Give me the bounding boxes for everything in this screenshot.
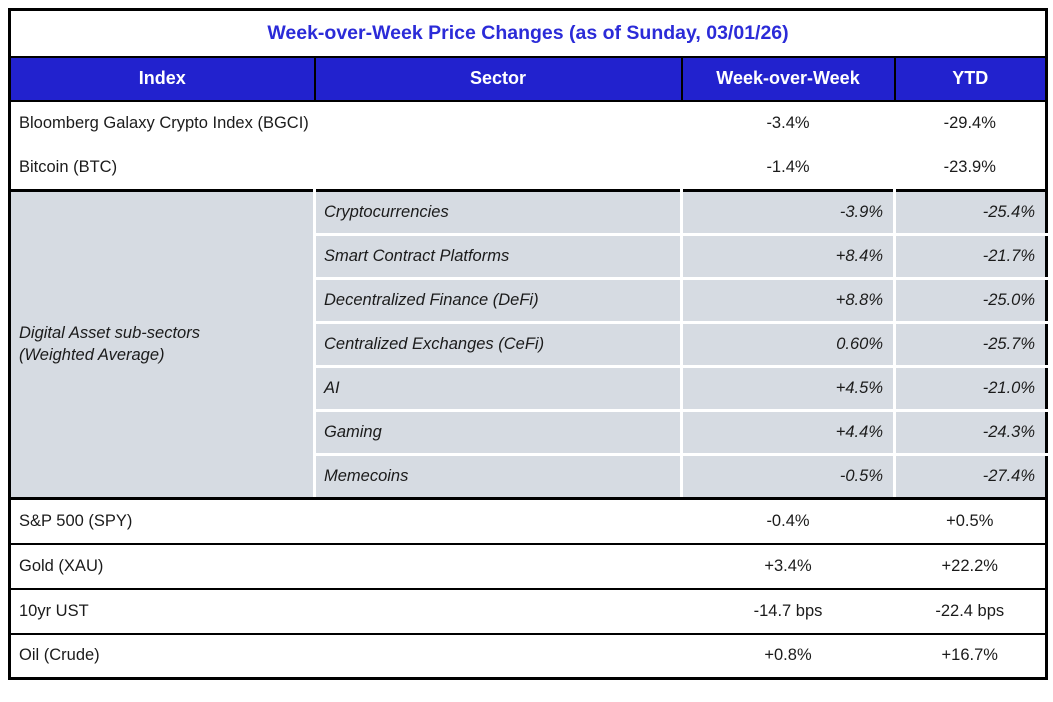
wow-value: -3.9% [680,189,896,236]
title-row: Week-over-Week Price Changes (as of Sund… [9,9,1047,58]
sector-label: Memecoins [313,453,683,500]
table-row-spy: S&P 500 (SPY) -0.4% +0.5% [9,498,1047,544]
wow-value: +8.8% [680,277,896,324]
table-row-btc: Bitcoin (BTC) -1.4% -23.9% [9,145,1047,191]
index-label: Gold (XAU) [9,542,682,589]
col-header-sector: Sector [313,55,683,102]
sector-label: Gaming [313,409,683,456]
ytd-value: -25.7% [893,321,1048,368]
macro-section: S&P 500 (SPY) -0.4% +0.5% Gold (XAU) +3.… [9,498,1047,679]
ytd-value: -29.4% [894,100,1047,146]
table-row-defi: Decentralized Finance (DeFi) +8.8% -25.0… [10,277,1048,324]
wow-value: -0.4% [681,498,895,544]
index-label: Bloomberg Galaxy Crypto Index (BGCI) [9,100,682,146]
header-row: Index Sector Week-over-Week YTD [8,55,1048,102]
col-header-ytd: YTD [893,55,1048,102]
table-row-gold: Gold (XAU) +3.4% +22.2% [9,542,1047,589]
ytd-value: -21.0% [893,365,1048,412]
wow-value: 0.60% [680,321,896,368]
table-row-bgci: Bloomberg Galaxy Crypto Index (BGCI) -3.… [9,100,1047,146]
price-changes-table: Week-over-Week Price Changes (as of Sund… [8,8,1048,680]
index-label: 10yr UST [9,587,682,634]
table-row-oil: Oil (Crude) +0.8% +16.7% [9,632,1047,679]
table-row-ai: AI +4.5% -21.0% [10,365,1048,412]
sector-label: AI [313,365,683,412]
table-row-cryptocurrencies: Digital Asset sub-sectors (Weighted Aver… [8,189,1048,500]
table-row-gaming: Gaming +4.4% -24.3% [10,409,1048,456]
wow-value: +0.8% [681,632,895,679]
group-label-cell: Digital Asset sub-sectors (Weighted Aver… [8,189,316,500]
ytd-value: -27.4% [893,453,1048,500]
sector-label: Decentralized Finance (DeFi) [313,277,683,324]
table-row-smart-contract-platforms: Smart Contract Platforms +8.4% -21.7% [10,233,1048,280]
col-header-index: Index [8,55,316,102]
ytd-value: -24.3% [893,409,1048,456]
index-label: S&P 500 (SPY) [9,498,682,544]
index-label: Oil (Crude) [9,632,682,679]
crypto-index-section: Bloomberg Galaxy Crypto Index (BGCI) -3.… [9,100,1047,191]
sector-label: Smart Contract Platforms [313,233,683,280]
wow-value: +8.4% [680,233,896,280]
table-row-10yr-ust: 10yr UST -14.7 bps -22.4 bps [9,587,1047,634]
ytd-value: +22.2% [894,542,1047,589]
col-header-week-over-week: Week-over-Week [680,55,896,102]
wow-value: +4.5% [680,365,896,412]
wow-value: +4.4% [680,409,896,456]
wow-value: +3.4% [681,542,895,589]
wow-value: -1.4% [681,145,895,191]
subsector-section: Digital Asset sub-sectors (Weighted Aver… [8,189,1048,500]
ytd-value: -25.0% [893,277,1048,324]
table-row-cefi: Centralized Exchanges (CeFi) 0.60% -25.7… [10,321,1048,368]
wow-value: -3.4% [681,100,895,146]
ytd-value: -23.9% [894,145,1047,191]
ytd-value: -25.4% [893,189,1048,236]
wow-value: -0.5% [680,453,896,500]
group-label-line1: Digital Asset sub-sectors [19,324,200,343]
index-label: Bitcoin (BTC) [9,145,682,191]
table-title: Week-over-Week Price Changes (as of Sund… [9,9,1047,58]
sector-label: Centralized Exchanges (CeFi) [313,321,683,368]
group-label-line2: (Weighted Average) [19,345,165,364]
sector-label: Cryptocurrencies [313,189,683,236]
wow-value: -14.7 bps [681,587,895,634]
table-row-memecoins: Memecoins -0.5% -27.4% [10,453,1048,500]
ytd-value: -21.7% [893,233,1048,280]
ytd-value: +0.5% [894,498,1047,544]
ytd-value: +16.7% [894,632,1047,679]
ytd-value: -22.4 bps [894,587,1047,634]
